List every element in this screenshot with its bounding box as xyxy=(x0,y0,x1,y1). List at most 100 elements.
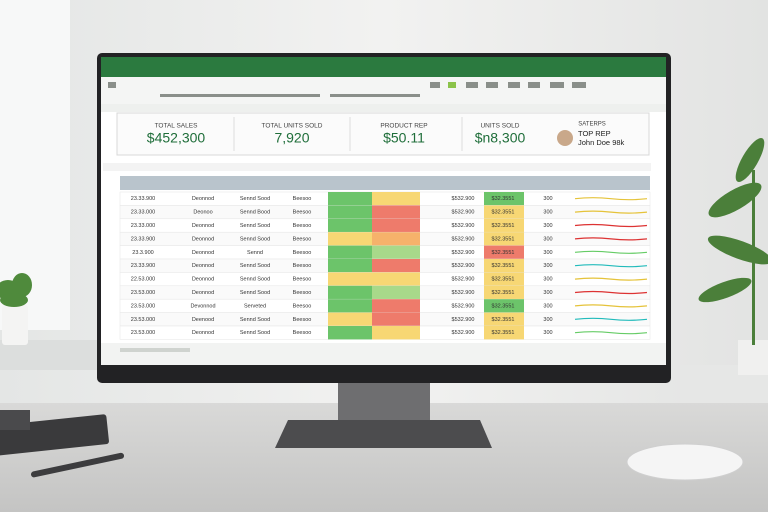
cell: 23.53.000 xyxy=(131,290,155,296)
cell: $32.3551 xyxy=(492,196,515,202)
sheet-tabs xyxy=(120,348,190,352)
cell: 300 xyxy=(543,236,552,242)
heat-cell xyxy=(328,272,372,286)
cell: $32.3551 xyxy=(492,303,515,309)
heat-cell xyxy=(372,259,420,273)
kpi-label: UNITS SOLD xyxy=(480,123,519,130)
sparkline xyxy=(574,304,648,308)
cell: $532.900 xyxy=(452,210,475,216)
kpi-label: TOTAL UNITS SOLD xyxy=(262,123,323,130)
heat-cell xyxy=(328,245,372,259)
cell: 22.53.000 xyxy=(131,277,155,283)
ribbon-icons xyxy=(108,82,586,97)
cell: Beesoo xyxy=(293,317,312,323)
cell: 300 xyxy=(543,223,552,229)
sparkline xyxy=(574,317,648,321)
avatar xyxy=(557,130,573,146)
cell: Deenood xyxy=(192,317,214,323)
heat-cell xyxy=(328,205,372,219)
heat-cell xyxy=(484,285,524,300)
pen xyxy=(30,452,125,478)
heat-cell xyxy=(484,245,524,259)
top-rep-card: SATERPS TOP REP John Doe 98k xyxy=(557,122,625,147)
notebook xyxy=(0,410,109,456)
cell: Deonnod xyxy=(192,223,214,229)
kpi-label: TOTAL SALES xyxy=(155,123,199,130)
status-bar xyxy=(101,343,666,365)
cell: Beesoo xyxy=(293,290,312,296)
cell: $532.900 xyxy=(452,236,475,242)
column-letters xyxy=(103,163,651,171)
cell: $532.900 xyxy=(452,223,475,229)
sparkline xyxy=(574,237,648,241)
cell: Sennd Sood xyxy=(240,263,270,269)
cell: $32.3551 xyxy=(492,236,515,242)
cell: $532.900 xyxy=(452,277,475,283)
sparkline xyxy=(574,197,648,201)
mouse xyxy=(626,443,744,481)
cell: $32.3551 xyxy=(492,290,515,296)
formula-bar xyxy=(101,104,666,112)
window xyxy=(0,0,70,330)
cell: 300 xyxy=(543,303,552,309)
cell: 23.33.000 xyxy=(131,210,155,216)
heat-cell xyxy=(484,259,524,273)
cell: Beesoo xyxy=(293,250,312,256)
cell: $32.3551 xyxy=(492,250,515,256)
cell: 300 xyxy=(543,250,552,256)
cell: 23.53.000 xyxy=(131,330,155,336)
cell: $32.3551 xyxy=(492,263,515,269)
cell: 23.33.900 xyxy=(131,236,155,242)
cell: Sennd xyxy=(247,250,263,256)
cell: Deonnod xyxy=(192,196,214,202)
heat-cell xyxy=(328,299,372,313)
heat-cell xyxy=(484,205,524,219)
cell: $32.3551 xyxy=(492,210,515,216)
sparkline xyxy=(574,277,648,281)
cell: 23.33.900 xyxy=(131,196,155,202)
monitor-base xyxy=(275,420,492,448)
cell: $32.3551 xyxy=(492,223,515,229)
sparkline xyxy=(574,223,648,228)
cell: $532.900 xyxy=(452,303,475,309)
heat-cell xyxy=(372,192,420,206)
cell: $32.3551 xyxy=(492,317,515,323)
table-header xyxy=(120,176,650,190)
heat-cell xyxy=(372,312,420,326)
heat-cell xyxy=(484,326,524,340)
cell: 300 xyxy=(543,196,552,202)
card-header: SATERPS xyxy=(578,122,606,128)
cell: Sennd Sood xyxy=(240,196,270,202)
ribbon xyxy=(101,77,666,104)
heat-cell xyxy=(328,285,372,300)
heat-cell xyxy=(484,218,524,233)
cell: 300 xyxy=(543,317,552,323)
cell: Serveted xyxy=(244,303,266,309)
cell: $532.900 xyxy=(452,263,475,269)
cell: Deonnod xyxy=(192,263,214,269)
cell: Deonoo xyxy=(193,210,212,216)
sparkline xyxy=(574,210,648,214)
heat-cell xyxy=(328,312,372,326)
cell: 300 xyxy=(543,290,552,296)
heat-cell xyxy=(372,326,420,340)
cell: 23.3.900 xyxy=(132,250,153,256)
cell: Deonnod xyxy=(192,330,214,336)
cell: 300 xyxy=(543,330,552,336)
heat-cell xyxy=(328,218,372,233)
heat-cell xyxy=(372,245,420,259)
cell: Beesoo xyxy=(293,303,312,309)
cell: Sennd Sood xyxy=(240,317,270,323)
heat-cell xyxy=(372,218,420,233)
kpi-label: PRODUCT REP xyxy=(380,123,427,130)
heat-cell xyxy=(328,326,372,340)
title-bar xyxy=(101,57,666,77)
cell: Beesoo xyxy=(293,196,312,202)
cell: Sennd Sood xyxy=(240,223,270,229)
cell: Sennd Bood xyxy=(240,210,270,216)
cell: $32.3551 xyxy=(492,330,515,336)
heat-cell xyxy=(328,232,372,246)
cell: Sennd Sood xyxy=(240,236,270,242)
